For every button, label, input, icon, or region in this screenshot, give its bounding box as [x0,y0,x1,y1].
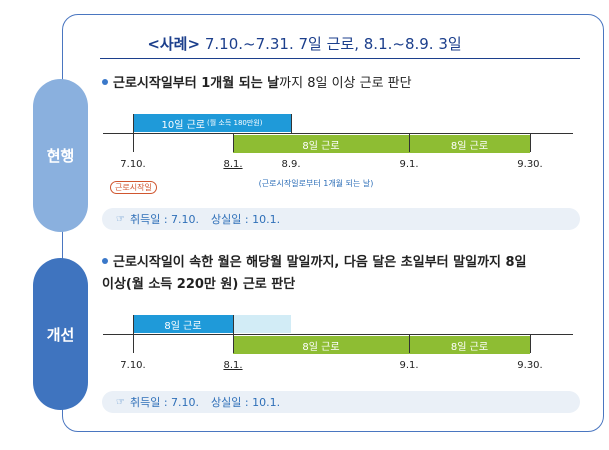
current-tick [233,133,234,152]
current-loss-date: 상실일 : 10.1. [211,213,281,226]
current-timeline-axis [103,133,573,134]
pointing-hand-icon: ☞ [116,213,125,225]
improve-timeline-axis [103,334,573,335]
title-text: 7.10.~7.31. 7일 근로, 8.1.~8.9. 3일 [204,35,462,53]
improve-tick [530,334,531,353]
current-date-label: 8.1. [223,159,243,170]
current-bar-second-period: 8일 근로 [233,135,409,153]
current-bar-first-label: 10일 근로 [161,119,206,131]
current-info-bar: ☞ 취득일 : 7.10. 상실일 : 10.1. [102,208,580,230]
improve-criterion-line1: 근로시작일이 속한 월은 해당월 말일까지, 다음 달은 초일부터 말일까지 8… [113,255,527,270]
one-month-note: (근로시작일로부터 1개월 되는 날) [258,179,374,188]
current-acq-date: 취득일 : 7.10. [129,213,200,226]
current-tick [530,133,531,152]
current-bar-first-sub: (월 소득 180만원) [207,119,263,127]
improve-bar-first-label: 8일 근로 [164,320,202,332]
improve-bar-first-period: 8일 근로 [133,315,233,333]
improve-bar-extension [233,315,291,333]
current-date-label: 8.9. [281,159,301,170]
current-bar-second-label: 8일 근로 [302,140,340,152]
current-date-label: 7.10. [120,159,146,170]
improve-tick [233,315,234,353]
current-tick [291,114,292,133]
bullet-dot-icon [102,257,108,264]
current-bar-third-period: 8일 근로 [409,135,530,153]
side-label-improve: 개선 [33,258,88,410]
improve-tick [133,315,134,353]
improve-date-label: 7.10. [120,360,146,371]
improve-tick [409,334,410,353]
title-divider [100,58,580,59]
improve-date-label: 8.1. [223,360,243,371]
improve-bar-third-label: 8일 근로 [450,341,489,353]
current-criterion-bold: 근로시작일부터 1개월 되는 날 [113,76,280,91]
side-label-current: 현행 [33,79,88,232]
improve-date-label: 9.30. [517,360,543,371]
improve-acq-date: 취득일 : 7.10. [129,396,200,409]
title-prefix: <사례> [147,35,201,53]
improve-bar-second-period: 8일 근로 [233,336,409,354]
improve-date-label: 9.1. [399,360,419,371]
current-tick [133,114,134,152]
improve-info-bar: ☞ 취득일 : 7.10. 상실일 : 10.1. [102,391,580,413]
current-date-label: 9.30. [517,159,543,170]
start-date-badge: 근로시작일 [110,181,157,194]
improve-criterion-line2: 이상(월 소득 220만 원) 근로 판단 [102,277,296,292]
pointing-hand-icon: ☞ [116,396,125,408]
current-date-label: 9.1. [399,159,419,170]
current-bar-first-period: 10일 근로 (월 소득 180만원) [133,114,291,132]
current-criterion-rest: 까지 8일 이상 근로 판단 [279,76,412,91]
current-criterion: 근로시작일부터 1개월 되는 날까지 8일 이상 근로 판단 [102,73,412,95]
improve-bar-second-label: 8일 근로 [302,341,340,353]
current-tick [409,133,410,152]
improve-loss-date: 상실일 : 10.1. [211,396,281,409]
current-bar-third-label: 8일 근로 [450,140,489,152]
page-title: <사례> 7.10.~7.31. 7일 근로, 8.1.~8.9. 3일 [0,33,609,54]
improve-criterion: 근로시작일이 속한 월은 해당월 말일까지, 다음 달은 초일부터 말일까지 8… [102,252,527,296]
bullet-dot-icon [102,78,108,85]
improve-bar-third-period: 8일 근로 [409,336,530,354]
